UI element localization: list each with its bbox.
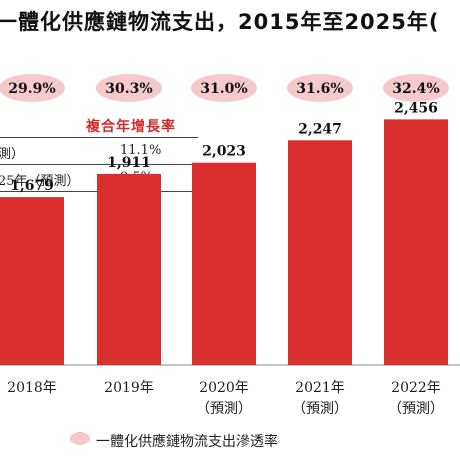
legend: 一體化供應鏈物流支出滲透率 (70, 431, 278, 451)
cagr-row-2-label: 25年（預測） (0, 174, 80, 189)
bar-3 (192, 162, 256, 365)
penetration-bubble-1 (0, 74, 65, 102)
category-label-5: 2022年 (391, 380, 441, 396)
cagr-row-1-label: 測） (0, 147, 25, 162)
bar-4 (288, 140, 352, 365)
cagr-header: 複合年增長率 (86, 119, 176, 135)
bar-value-label-5: 2,456 (394, 100, 438, 116)
bar-value-label-1: 1,679 (10, 178, 54, 194)
cagr-row-1-value: 11.1% (120, 143, 162, 158)
category-label-4: 2021年 (295, 380, 345, 396)
category-sublabel-5: （預測） (388, 401, 444, 417)
bar-5 (384, 119, 448, 366)
category-label-1: 2018年 (7, 380, 57, 396)
penetration-label-4: 31.6% (296, 81, 343, 97)
penetration-label-1: 29.9% (8, 81, 55, 97)
bar-value-label-3: 2,023 (202, 144, 246, 160)
penetration-bubble-3 (191, 74, 257, 102)
penetration-label-2: 30.3% (105, 81, 152, 97)
legend-swatch-icon (70, 432, 90, 445)
penetration-bubble-2 (96, 74, 162, 102)
category-sublabel-3: （預測） (196, 401, 252, 417)
bar-value-label-4: 2,247 (298, 121, 342, 137)
category-label-3: 2020年 (199, 380, 249, 396)
cagr-rule-mid (0, 164, 198, 165)
cagr-rule-top (0, 137, 198, 138)
category-sublabel-4: （預測） (292, 401, 348, 417)
chart-title: 一體化供應鏈物流支出，2015年至2025年( (0, 10, 440, 34)
bar-1 (0, 197, 64, 365)
penetration-label-3: 31.0% (200, 81, 247, 97)
category-label-2: 2019年 (104, 380, 154, 396)
legend-label: 一體化供應鏈物流支出滲透率 (96, 434, 278, 450)
penetration-label-5: 32.4% (392, 81, 439, 97)
bar-2 (97, 173, 161, 365)
penetration-bubble-4 (287, 74, 353, 102)
bar-value-label-2: 1,911 (107, 155, 151, 171)
penetration-bubble-5 (383, 74, 449, 102)
